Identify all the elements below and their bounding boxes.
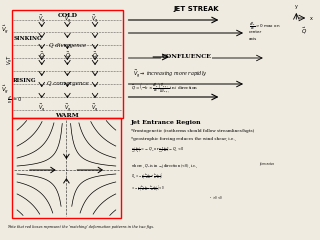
Text: axis: axis bbox=[249, 37, 257, 41]
Text: $\vec{V}_g$: $\vec{V}_g$ bbox=[64, 14, 71, 26]
Text: WARM: WARM bbox=[56, 113, 79, 118]
Text: $\vec{V}_g$: $\vec{V}_g$ bbox=[64, 103, 71, 115]
Text: $\vec{V}_g$: $\vec{V}_g$ bbox=[91, 103, 99, 115]
Text: $\vec{Q}$: $\vec{Q}$ bbox=[92, 50, 98, 60]
Text: from notes: from notes bbox=[259, 162, 274, 166]
Text: center: center bbox=[249, 30, 262, 34]
Text: RISING: RISING bbox=[13, 78, 36, 83]
Text: $V_g T$: $V_g T$ bbox=[6, 54, 16, 66]
Text: $\vec{V}_g$: $\vec{V}_g$ bbox=[38, 103, 45, 115]
Text: $^0$  >0 <0: $^0$ >0 <0 bbox=[210, 194, 223, 202]
Text: Jet Entrance Region: Jet Entrance Region bbox=[131, 120, 201, 125]
Text: $\frac{\partial T}{\partial x}=0$: $\frac{\partial T}{\partial x}=0$ bbox=[7, 94, 22, 106]
Text: $\frac{\partial \vec{V}_g}{\partial x}>0$ max on: $\frac{\partial \vec{V}_g}{\partial x}>0… bbox=[249, 20, 280, 32]
Bar bbox=[12, 10, 123, 118]
Text: SINKING: SINKING bbox=[13, 36, 42, 41]
Text: $=-\frac{R}{p}\left[\frac{\partial u_g}{\partial y}\frac{\partial T}{\partial x}: $=-\frac{R}{p}\left[\frac{\partial u_g}{… bbox=[131, 184, 164, 193]
Text: x: x bbox=[310, 17, 313, 22]
Text: y: y bbox=[295, 4, 298, 9]
Text: COLD: COLD bbox=[57, 13, 77, 18]
Text: $\vec{V}_g$: $\vec{V}_g$ bbox=[1, 84, 9, 96]
Text: $\vec{V}_g$: $\vec{V}_g$ bbox=[38, 14, 45, 26]
Text: $\vec{V}_g$: $\vec{V}_g$ bbox=[91, 14, 99, 26]
Text: Q convergence: Q convergence bbox=[46, 82, 88, 86]
Text: $\frac{d}{dt}\left[\frac{\partial\alpha}{c_p}\right]=-Q_2$ or $\frac{d}{dt}\left: $\frac{d}{dt}\left[\frac{\partial\alpha}… bbox=[131, 146, 184, 155]
Text: $\vec{Q}$: $\vec{Q}$ bbox=[65, 50, 70, 60]
Text: $\vec{V}_g$: $\vec{V}_g$ bbox=[1, 24, 9, 36]
Text: JET STREAK: JET STREAK bbox=[174, 6, 220, 12]
Text: $Q_2=-\frac{R}{p}\left[\frac{\partial u_g}{\partial y}\frac{\partial T}{\partial: $Q_2=-\frac{R}{p}\left[\frac{\partial u_… bbox=[131, 172, 163, 181]
Text: CONFLUENCE: CONFLUENCE bbox=[162, 54, 212, 60]
Text: where, $Q_2$ is in $-j$ direction (<0), i.e.,: where, $Q_2$ is in $-j$ direction (<0), … bbox=[131, 162, 198, 170]
Text: $\vec{Q}=\left(-\hat{k}\times\frac{\partial\vec{V}_g}{\partial x}\right)$$\frac{: $\vec{Q}=\left(-\hat{k}\times\frac{\part… bbox=[131, 80, 198, 96]
Bar bbox=[12, 118, 121, 218]
Text: Note that red boxes represent the 'matching' deformation patterns in the two fig: Note that red boxes represent the 'match… bbox=[7, 225, 154, 229]
Text: *geostrophic forcing reduces the wind shear, i.e.,: *geostrophic forcing reduces the wind sh… bbox=[131, 137, 236, 141]
Text: $\vec{V}_g\rightarrow$ increasing more rapidly: $\vec{V}_g\rightarrow$ increasing more r… bbox=[132, 69, 207, 81]
Text: $\vec{Q}$: $\vec{Q}$ bbox=[39, 50, 44, 60]
Text: Q divergence: Q divergence bbox=[49, 43, 86, 48]
Text: *frontogenetic (isotherms should follow streamlines/hgts): *frontogenetic (isotherms should follow … bbox=[131, 129, 254, 133]
Text: $\vec{Q}$: $\vec{Q}$ bbox=[301, 26, 307, 36]
